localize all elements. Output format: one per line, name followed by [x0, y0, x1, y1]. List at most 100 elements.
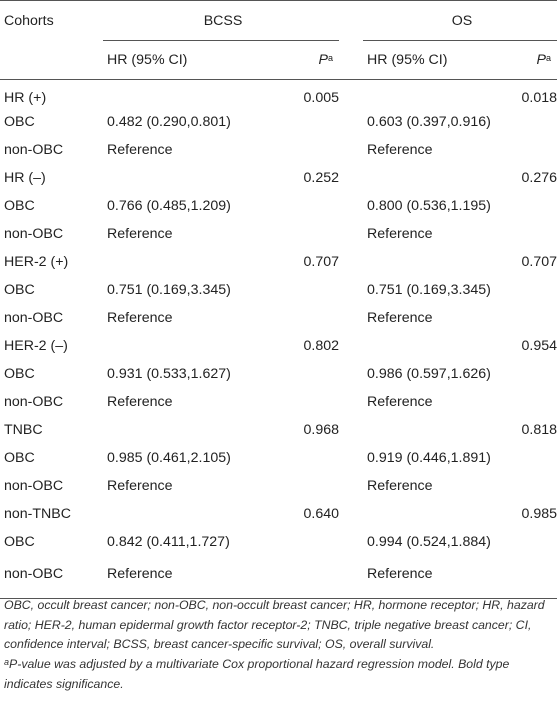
- os-p-cell: [503, 192, 557, 220]
- bcss-hr-cell: Reference: [107, 309, 173, 326]
- table-row: non-OBC Reference Reference: [0, 388, 557, 416]
- cohort-cell: non-TNBC: [4, 505, 72, 522]
- os-hr-cell: 0.603 (0.397,0.916): [367, 113, 491, 130]
- bcss-hr-cell: Reference: [107, 393, 173, 410]
- cohort-cell: OBC: [4, 113, 35, 130]
- bcss-p-cell: [271, 192, 339, 220]
- bcss-hr-ci-header: HR (95% CI): [103, 40, 271, 80]
- p-label: P: [536, 52, 546, 68]
- gap-cell: [339, 136, 363, 164]
- bcss-hr-cell: Reference: [107, 477, 173, 494]
- header-gap: [339, 0, 364, 41]
- bcss-hr-cell: [103, 332, 271, 360]
- bcss-hr-cell: [103, 248, 271, 276]
- p-label: P: [318, 52, 328, 68]
- os-hr-cell: Reference: [367, 141, 433, 158]
- bcss-p-cell: 0.005: [303, 89, 340, 106]
- cohort-cell: non-OBC: [4, 141, 64, 158]
- table-row: non-OBC Reference Reference: [0, 136, 557, 164]
- os-p-cell: [503, 444, 557, 472]
- cohort-cell: non-OBC: [4, 225, 64, 242]
- os-hr-ci-header: HR (95% CI): [363, 40, 504, 80]
- bcss-hr-cell: 0.751 (0.169,3.345): [107, 281, 231, 298]
- table-row: OBC 0.842 (0.411,1.727) 0.994 (0.524,1.884…: [0, 528, 557, 556]
- os-p-cell: [503, 304, 557, 332]
- header-blank: [0, 40, 103, 80]
- os-hr-cell: 0.919 (0.446,1.891): [367, 449, 491, 466]
- gap-cell: [339, 444, 363, 472]
- os-p-cell: [503, 136, 557, 164]
- bcss-hr-cell: [103, 80, 271, 108]
- cohort-cell: OBC: [4, 449, 35, 466]
- gap-cell: [339, 248, 363, 276]
- gap-cell: [339, 108, 363, 136]
- bcss-p-cell: [271, 304, 339, 332]
- gap-cell: [339, 80, 363, 108]
- bcss-p-cell: [271, 472, 339, 500]
- bcss-group-header: BCSS: [103, 0, 340, 41]
- cohort-cell: HR (+): [4, 89, 47, 106]
- table-row: OBC 0.931 (0.533,1.627) 0.986 (0.597,1.626…: [0, 360, 557, 388]
- bcss-hr-cell: Reference: [107, 141, 173, 158]
- os-hr-cell: Reference: [367, 477, 433, 494]
- adjustment-note: aP-value was adjusted by a multivariate …: [4, 655, 553, 695]
- table-row: OBC 0.482 (0.290,0.801) 0.603 (0.397,0.916…: [0, 108, 557, 136]
- os-hr-cell: Reference: [367, 225, 433, 242]
- bcss-hr-cell: [103, 164, 271, 192]
- os-p-cell: [503, 388, 557, 416]
- table-body: HR (+) 0.005 0.018 OBC 0.482 (0.290,0.801) 0.…: [0, 80, 557, 599]
- cohort-cell: HR (–): [4, 169, 46, 186]
- gap-cell: [339, 164, 363, 192]
- bcss-p-cell: 0.252: [303, 169, 340, 186]
- bcss-hr-cell: 0.931 (0.533,1.627): [107, 365, 231, 382]
- os-p-cell: [503, 220, 557, 248]
- header-row-groups: Cohorts BCSS OS: [0, 0, 557, 41]
- gap-cell: [339, 192, 363, 220]
- bcss-hr-cell: 0.766 (0.485,1.209): [107, 197, 231, 214]
- cohort-cell: TNBC: [4, 421, 43, 438]
- os-p-header: Pa: [503, 40, 557, 80]
- cohort-cell: OBC: [4, 533, 35, 550]
- os-hr-cell: Reference: [367, 309, 433, 326]
- cohort-cell: non-OBC: [4, 309, 64, 326]
- header-row-columns: HR (95% CI) Pa HR (95% CI) Pa: [0, 40, 557, 80]
- bcss-hr-cell: Reference: [103, 555, 271, 599]
- results-table: Cohorts BCSS OS HR (95% CI) Pa HR (95% C…: [0, 0, 557, 599]
- bcss-p-cell: 0.707: [303, 253, 340, 270]
- table-row: non-OBC Reference Reference: [0, 304, 557, 332]
- bcss-hr-cell: [103, 500, 271, 528]
- bcss-hr-cell: 0.482 (0.290,0.801): [107, 113, 231, 130]
- bcss-p-cell: 0.968: [303, 421, 340, 438]
- os-hr-cell: [363, 164, 503, 192]
- bcss-p-cell: [271, 528, 339, 556]
- os-hr-cell: 0.751 (0.169,3.345): [367, 281, 491, 298]
- os-p-cell: 0.276: [521, 169, 557, 186]
- gap-cell: [339, 416, 363, 444]
- bcss-p-cell: [271, 388, 339, 416]
- abbreviations-note: OBC, occult breast cancer; non-OBC, non-…: [4, 598, 545, 651]
- table-footnote: OBC, occult breast cancer; non-OBC, non-…: [4, 596, 553, 695]
- os-p-cell: [503, 555, 557, 599]
- bcss-p-cell: [271, 136, 339, 164]
- bcss-p-cell: 0.802: [303, 337, 340, 354]
- cohorts-header: Cohorts: [0, 0, 103, 41]
- p-superscript: a: [546, 53, 552, 63]
- gap-cell: [339, 220, 363, 248]
- gap-cell: [339, 472, 363, 500]
- os-hr-cell: 0.800 (0.536,1.195): [367, 197, 491, 214]
- header-gap-cell: [339, 40, 364, 80]
- adjustment-text: P-value was adjusted by a multivariate C…: [4, 656, 510, 692]
- table-row: non-OBC Reference Reference: [0, 472, 557, 500]
- table-row: OBC 0.985 (0.461,2.105) 0.919 (0.446,1.891…: [0, 444, 557, 472]
- table-row: TNBC 0.968 0.818: [0, 416, 557, 444]
- bcss-p-cell: [271, 555, 340, 599]
- bcss-hr-cell: Reference: [107, 225, 173, 242]
- cohort-cell: non-OBC: [4, 477, 64, 494]
- cohort-cell: OBC: [4, 197, 35, 214]
- table-row: non-TNBC 0.640 0.985: [0, 500, 557, 528]
- table-row: HER-2 (–) 0.802 0.954: [0, 332, 557, 360]
- gap-cell: [339, 332, 363, 360]
- cohort-cell: HER-2 (–): [4, 337, 68, 354]
- os-group-header: OS: [363, 0, 557, 41]
- table-row: OBC 0.751 (0.169,3.345) 0.751 (0.169,3.345…: [0, 276, 557, 304]
